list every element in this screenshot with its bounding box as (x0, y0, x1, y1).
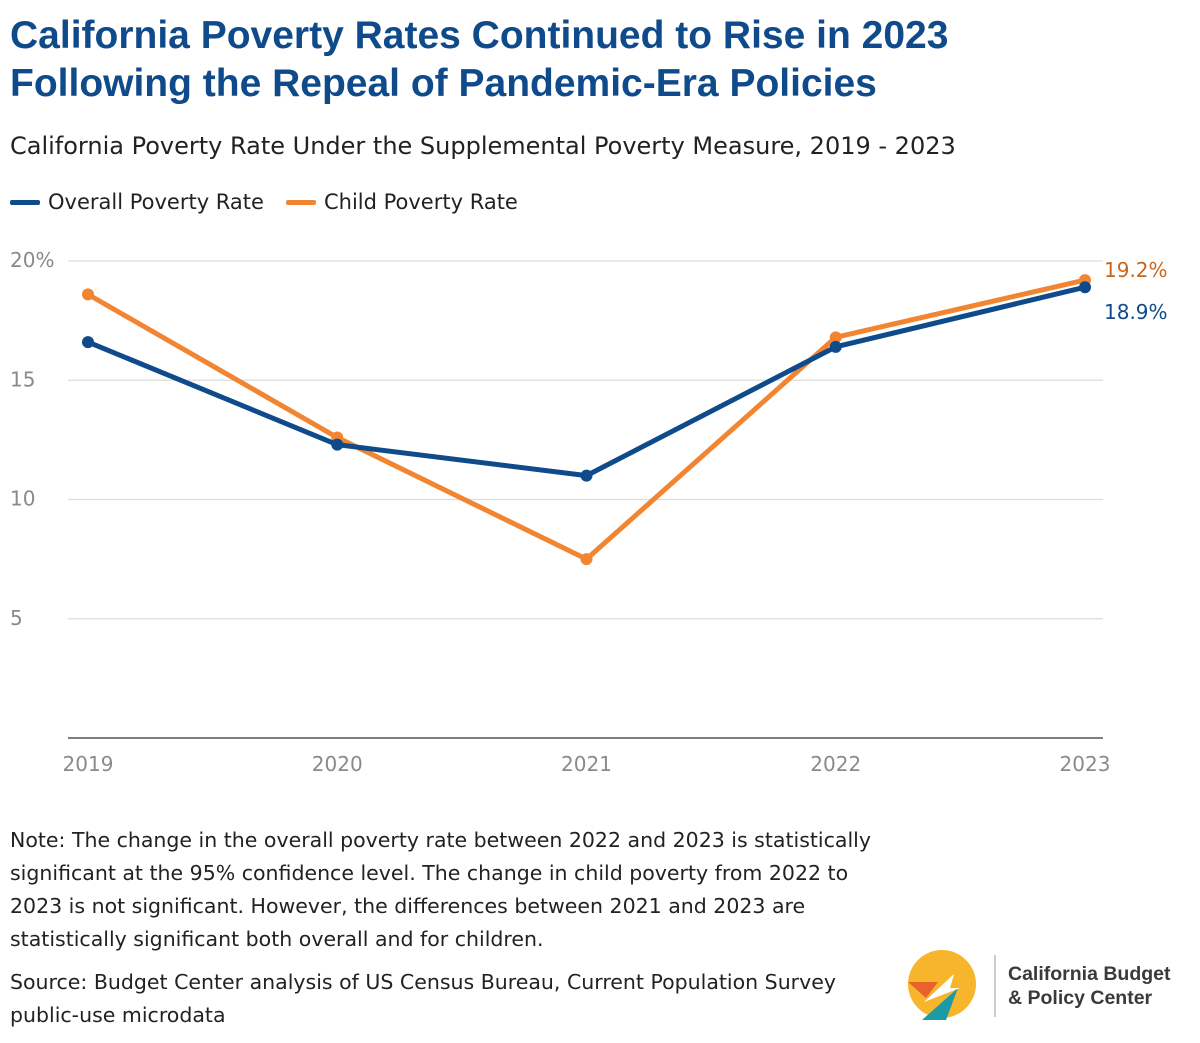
series-layer (82, 274, 1091, 566)
legend-item-overall: Overall Poverty Rate (10, 190, 264, 214)
series-overall (82, 281, 1091, 482)
x-tick-label-2023: 2023 (1060, 752, 1111, 776)
end-labels: 19.2% 18.9% (1104, 258, 1168, 324)
grid-layer (68, 260, 1103, 620)
chart-source: Source: Budget Center analysis of US Cen… (10, 970, 836, 1027)
y-axis-ticks: 20% 15 10 5 (10, 248, 54, 630)
logo-text: California Budget & Policy Center (1008, 962, 1171, 1010)
y-tick-label-15: 15 (10, 367, 35, 391)
end-label-child: 19.2% (1104, 258, 1168, 282)
data-point-child-2022 (829, 331, 842, 344)
chart-note: Note: The change in the overall poverty … (10, 828, 871, 951)
legend-item-child: Child Poverty Rate (285, 190, 518, 214)
legend-swatch-overall (10, 199, 40, 205)
series-child (82, 274, 1091, 566)
x-tick-label-2020: 2020 (312, 752, 363, 776)
organization-logo: California Budget & Policy Center (902, 948, 1171, 1024)
line-chart: 20% 15 10 5 2019 2020 2021 2022 2023 19.2% 18.9% (10, 248, 1168, 776)
chart-subtitle: California Poverty Rate Under the Supple… (10, 132, 956, 160)
y-tick-label-20: 20% (10, 248, 54, 272)
data-point-overall-2022 (829, 340, 842, 353)
legend-label-overall: Overall Poverty Rate (48, 190, 264, 214)
end-label-overall: 18.9% (1104, 300, 1168, 324)
data-point-child-2019 (82, 288, 94, 301)
data-point-overall-2019 (82, 336, 94, 349)
title-line-2: Following the Repeal of Pandemic-Era Pol… (10, 62, 877, 105)
data-point-overall-2023 (1079, 281, 1091, 294)
title-line-1: California Poverty Rates Continued to Ri… (10, 14, 949, 57)
x-tick-label-2022: 2022 (810, 752, 861, 776)
data-point-child-2021 (580, 553, 593, 566)
data-point-overall-2021 (580, 469, 593, 482)
legend: Overall Poverty Rate Child Poverty Rate (10, 190, 518, 214)
compass-arrow-logo-icon (908, 950, 976, 1020)
logo-divider (994, 955, 996, 1017)
x-axis-ticks: 2019 2020 2021 2022 2023 (63, 752, 1111, 776)
data-point-overall-2020 (331, 438, 344, 451)
logo-line-2: & Policy Center (1008, 987, 1153, 1009)
chart-title: California Poverty Rates Continued to Ri… (10, 12, 1190, 108)
y-tick-label-10: 10 (10, 487, 35, 511)
x-tick-label-2019: 2019 (63, 752, 114, 776)
y-tick-label-5: 5 (10, 606, 23, 630)
x-tick-label-2021: 2021 (561, 752, 612, 776)
legend-label-child: Child Poverty Rate (323, 190, 518, 214)
logo-line-1: California Budget (1008, 963, 1171, 985)
legend-swatch-child (285, 199, 316, 205)
